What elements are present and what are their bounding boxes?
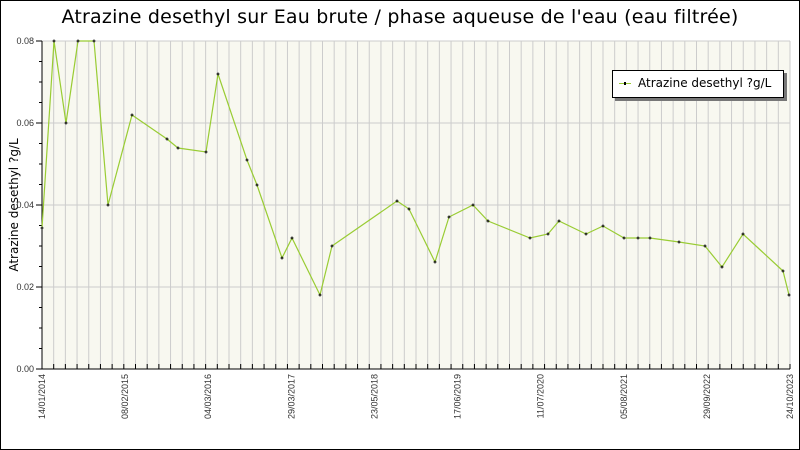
x-tick-label: 05/08/2021 bbox=[619, 374, 629, 419]
chart-title: Atrazine desethyl sur Eau brute / phase … bbox=[61, 6, 739, 28]
x-tick-label: 29/03/2017 bbox=[286, 374, 296, 419]
x-tick-label: 14/01/2014 bbox=[37, 374, 47, 419]
y-tick-label: 0.06 bbox=[16, 118, 34, 128]
y-tick-label: 0.08 bbox=[16, 36, 34, 46]
x-tick-label: 11/07/2020 bbox=[536, 374, 546, 418]
x-tick-label: 29/09/2022 bbox=[702, 374, 712, 419]
y-tick-label: 0.02 bbox=[16, 282, 34, 292]
x-tick-label: 17/06/2019 bbox=[453, 374, 463, 419]
x-tick-label: 24/10/2023 bbox=[785, 374, 795, 419]
x-tick-label: 23/05/2018 bbox=[369, 374, 379, 419]
y-tick-label: 0.04 bbox=[16, 200, 34, 210]
x-tick-label: 04/03/2016 bbox=[203, 374, 213, 419]
legend-line-marker-icon bbox=[619, 82, 631, 85]
legend-label: Atrazine desethyl ?g/L bbox=[638, 76, 772, 90]
x-tick-label: 08/02/2015 bbox=[120, 374, 130, 419]
y-tick-label: 0.00 bbox=[16, 364, 34, 374]
legend: Atrazine desethyl ?g/L bbox=[612, 70, 784, 98]
